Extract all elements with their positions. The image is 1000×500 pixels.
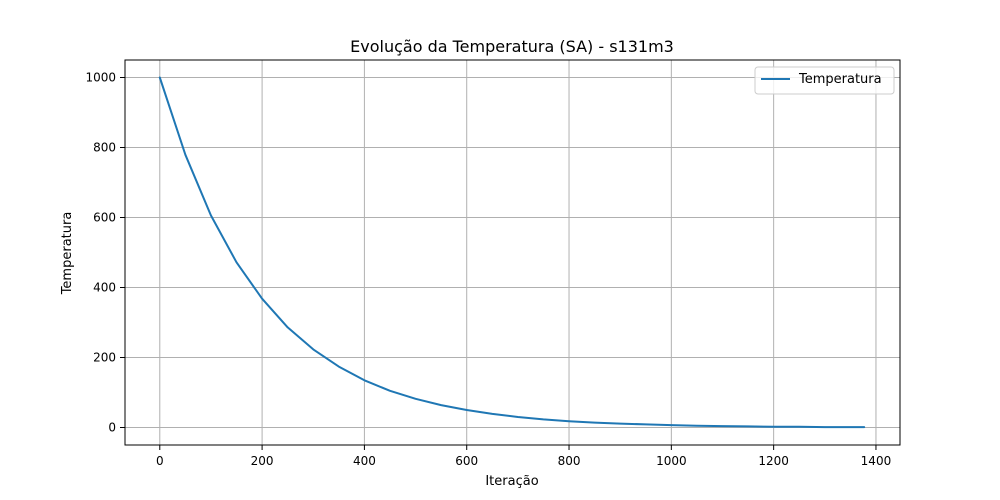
x-tick-label: 0 — [156, 454, 164, 468]
y-tick-label: 0 — [108, 421, 116, 435]
y-axis-label: Temperatura — [60, 212, 75, 296]
y-tick-label: 200 — [93, 351, 116, 365]
y-axis-ticks: 0 200 400 600 800 1000 — [85, 71, 125, 435]
series-layer — [158, 76, 866, 429]
y-tick-label: 800 — [93, 141, 116, 155]
y-tick-label: 600 — [93, 211, 116, 225]
x-tick-label: 1200 — [758, 454, 789, 468]
y-tick-label: 1000 — [85, 71, 116, 85]
x-tick-label: 800 — [558, 454, 581, 468]
legend-box — [754, 66, 895, 95]
x-axis-label: Iteração — [485, 474, 538, 489]
grid — [125, 60, 900, 445]
plot-area-frame — [124, 59, 901, 446]
legend: Temperatura — [754, 66, 895, 95]
x-axis-ticks: 0 200 400 600 800 1000 1200 1400 — [156, 445, 891, 468]
x-tick-label: 200 — [251, 454, 274, 468]
series-line-temperatura — [158, 76, 866, 429]
x-tick-label: 1400 — [861, 454, 892, 468]
x-tick-label: 1000 — [656, 454, 687, 468]
y-tick-label: 400 — [93, 281, 116, 295]
chart-title: Evolução da Temperatura (SA) - s131m3 — [350, 37, 674, 56]
x-tick-label: 600 — [455, 454, 478, 468]
x-tick-label: 400 — [353, 454, 376, 468]
legend-label: Temperatura — [798, 72, 882, 87]
